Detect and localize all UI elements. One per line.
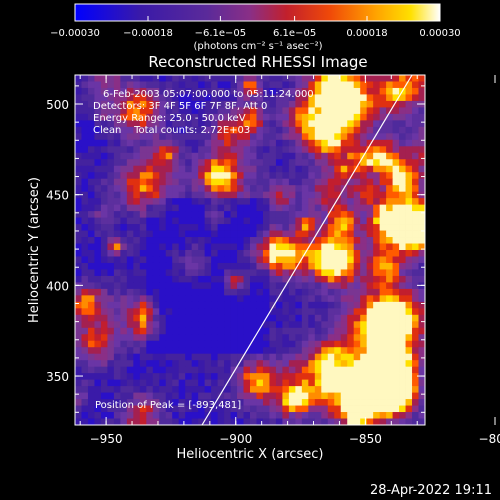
- x-tick-label: −850: [349, 432, 382, 446]
- x-tick-label: −900: [219, 432, 252, 446]
- annotation-detectors: Detectors: 3F 4F 5F 6F 7F 8F, Att 0: [93, 101, 267, 112]
- plot-frame: [74, 74, 426, 426]
- colorbar-tick-label: 0.00030: [419, 28, 460, 39]
- y-tick-label: 350: [46, 370, 69, 384]
- annotation-energy: Energy Range: 25.0 - 50.0 keV: [93, 113, 246, 124]
- colorbar: [74, 3, 441, 22]
- colorbar-tick-label: 6.1e−05: [273, 28, 316, 39]
- chart-title: Reconstructed RHESSI Image: [148, 53, 367, 71]
- x-axis-title: Heliocentric X (arcsec): [177, 447, 324, 462]
- peak-position-label: Position of Peak = [-893,481]: [95, 400, 241, 411]
- annotation-clean: Clean Total counts: 2.72E+03: [93, 125, 250, 136]
- y-tick-label: 450: [46, 189, 69, 203]
- colorbar-tick-label: 0.00018: [346, 28, 387, 39]
- y-tick-label: 400: [46, 279, 69, 293]
- colorbar-ticks: −0.00030 −0.00018 −6.1e−05 6.1e−05 0.00018 0.…: [50, 16, 461, 39]
- y-axis-title: Heliocentric Y (arcsec): [27, 177, 42, 323]
- axes: −950 −900 −850 −800 350 400 450 500: [46, 75, 500, 446]
- x-tick-label: −950: [90, 432, 123, 446]
- y-tick-label: 500: [46, 98, 69, 112]
- colorbar-tick-label: −6.1e−05: [195, 28, 247, 39]
- colorbar-unit: (photons cm⁻² s⁻¹ asec⁻²): [193, 41, 322, 52]
- limb-line: [201, 74, 413, 426]
- annotation-block: 6-Feb-2003 05:07:00.000 to 05:11:24.000 …: [93, 89, 314, 136]
- annotation-time: 6-Feb-2003 05:07:00.000 to 05:11:24.000: [103, 89, 314, 100]
- colorbar-tick-label: −0.00018: [123, 28, 173, 39]
- x-tick-label: −800: [479, 432, 500, 446]
- colorbar-tick-label: −0.00030: [50, 28, 100, 39]
- footer-timestamp: 28-Apr-2022 19:11: [370, 483, 492, 498]
